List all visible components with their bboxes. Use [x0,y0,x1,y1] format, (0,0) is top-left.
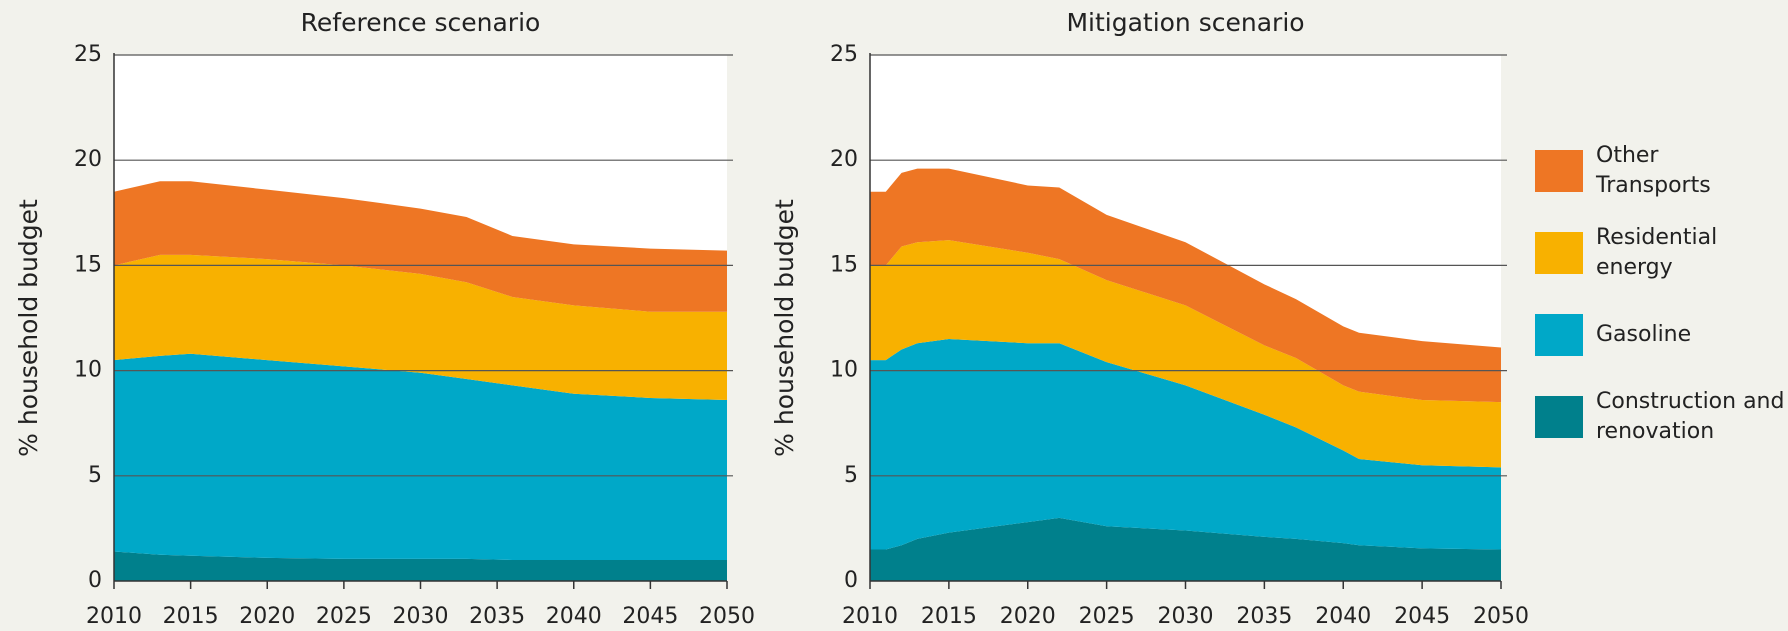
legend-swatch [1535,314,1583,356]
x-tick-label: 2040 [1315,604,1371,629]
area [114,551,727,581]
legend-label: Residential energy [1596,225,1717,280]
y-axis-label: % household budget [14,199,43,457]
area [114,181,727,312]
x-tick-label: 2010 [86,604,142,629]
y-tick-label: 25 [74,42,102,67]
area [870,517,1501,581]
x-tick-label: 2040 [546,604,602,629]
legend-label: Gasoline [1596,322,1691,347]
y-tick-label: 15 [830,252,858,277]
legend-label: Construction and renovation [1596,389,1784,444]
y-tick-label: 5 [844,463,858,488]
legend-swatch [1535,232,1583,274]
area [870,168,1501,403]
chart-title: Reference scenario [301,8,541,37]
x-tick-label: 2045 [622,604,678,629]
x-tick-label: 2045 [1394,604,1450,629]
chart-title: Mitigation scenario [1066,8,1304,37]
area [870,240,1501,468]
legend-swatch [1535,150,1583,192]
x-tick-label: 2050 [699,604,755,629]
legend-swatch [1535,396,1583,438]
y-tick-label: 15 [74,252,102,277]
y-tick-label: 5 [88,463,102,488]
y-tick-label: 0 [88,568,102,593]
x-tick-label: 2050 [1473,604,1529,629]
area [114,254,727,401]
y-tick-label: 25 [830,42,858,67]
x-tick-label: 2035 [1236,604,1292,629]
y-tick-label: 20 [830,147,858,172]
x-tick-label: 2010 [842,604,898,629]
x-tick-label: 2025 [316,604,372,629]
x-tick-label: 2030 [393,604,449,629]
x-tick-label: 2015 [921,604,977,629]
y-tick-label: 0 [844,568,858,593]
y-tick-label: 10 [830,358,858,383]
y-axis-label: % household budget [770,199,799,457]
legend-label: Other Transports [1595,143,1711,198]
x-tick-label: 2020 [239,604,295,629]
x-tick-label: 2035 [469,604,525,629]
y-tick-label: 10 [74,358,102,383]
area [870,339,1501,550]
x-tick-label: 2025 [1079,604,1135,629]
area [114,353,727,560]
x-tick-label: 2030 [1158,604,1214,629]
y-tick-label: 20 [74,147,102,172]
x-tick-label: 2015 [163,604,219,629]
x-tick-label: 2020 [1000,604,1056,629]
